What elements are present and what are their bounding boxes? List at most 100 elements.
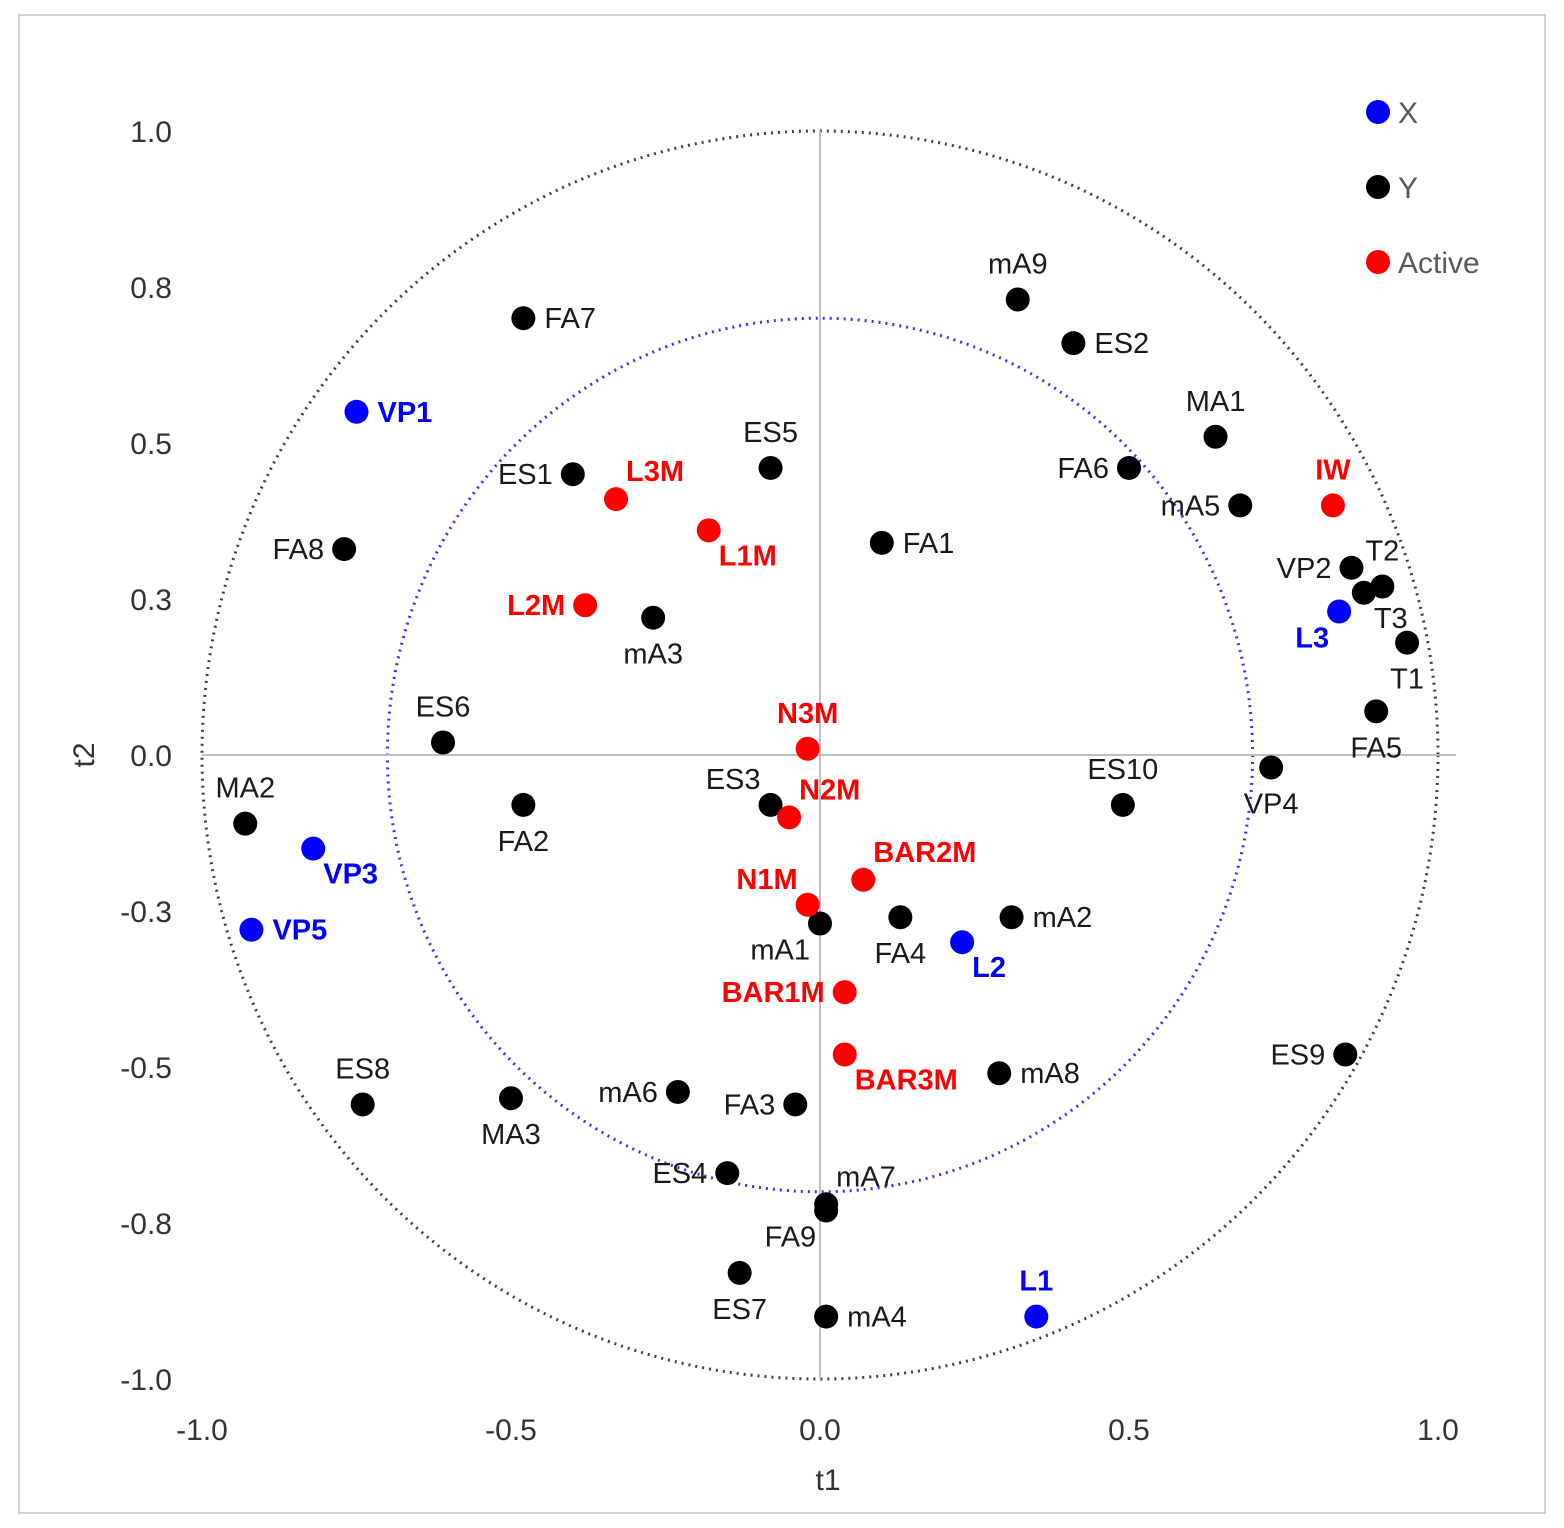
point-label-l2: L2 [972,952,1006,984]
y-axis-ticks: 1.0 0.8 0.5 0.3 0.0 -0.3 -0.5 -0.8 -1.0 [120,116,172,1397]
point-vp1 [344,399,369,424]
x-axis-title: t1 [815,1464,840,1497]
point-label-fa9: FA9 [765,1222,817,1254]
legend-marker-y [1366,175,1390,199]
point-iw [1320,493,1345,518]
point-vp4 [1259,755,1284,780]
y-tick-label: 0.5 [130,428,172,461]
point-label-ma3: mA3 [623,639,683,671]
point-vp5 [239,917,264,942]
point-ma9 [1005,287,1030,312]
point-l2m [573,593,598,618]
point-fa4 [888,905,913,930]
point-label-es7: ES7 [712,1294,767,1326]
point-label-l1: L1 [1019,1266,1053,1298]
point-label-es9: ES9 [1270,1040,1325,1072]
point-es8 [350,1092,375,1117]
y-tick-label: -1.0 [120,1364,172,1397]
point-label-l3: L3 [1295,622,1329,654]
y-tick-label: 0.8 [130,272,172,305]
point-label-fa6: FA6 [1057,453,1109,485]
y-tick-label: 0.0 [130,740,172,773]
point-label-fa2: FA2 [498,826,550,858]
x-tick-label: -1.0 [176,1414,228,1447]
point-ma1 [1203,424,1228,449]
point-label-n1m: N1M [736,864,797,896]
point-ma4 [814,1304,839,1329]
y-axis-title: t2 [68,742,101,767]
point-fa8 [332,537,357,562]
point-bar2m [851,867,876,892]
point-label-t3: T3 [1374,603,1408,635]
point-label-fa7: FA7 [544,303,596,335]
legend-label-x: X [1398,97,1418,130]
point-ma6 [665,1079,690,1104]
y-tick-label: -0.8 [120,1208,172,1241]
point-t2 [1370,574,1395,599]
point-label-t2: T2 [1365,536,1399,568]
point-ma2 [233,811,258,836]
point-label-fa1: FA1 [903,528,955,560]
point-label-bar2m: BAR2M [873,837,976,869]
point-label-ma1: MA1 [1186,386,1246,418]
x-tick-label: -0.5 [485,1414,537,1447]
y-tick-label: -0.3 [120,896,172,929]
point-es1 [560,462,585,487]
point-ma5 [1228,493,1253,518]
point-fa9 [814,1198,839,1223]
x-tick-label: 1.0 [1417,1414,1459,1447]
point-es10 [1110,792,1135,817]
point-es6 [431,730,456,755]
point-l3 [1327,599,1352,624]
point-label-fa4: FA4 [875,938,927,970]
point-es4 [715,1161,740,1186]
point-fa1 [869,530,894,555]
point-label-vp3: VP3 [323,859,378,891]
point-label-ma2: mA2 [1033,902,1093,934]
point-ma3 [499,1086,523,1111]
point-label-es4: ES4 [652,1158,707,1190]
point-es7 [727,1260,752,1285]
point-n1m [795,892,820,917]
point-fa6 [1117,455,1141,480]
point-l1m [696,518,721,543]
point-label-es1: ES1 [498,459,553,491]
point-label-fa3: FA3 [724,1089,776,1121]
chart-frame [18,14,1546,1514]
legend-label-y: Y [1398,172,1418,205]
point-vp3 [301,836,326,861]
point-bar1m [832,980,857,1005]
point-label-iw: IW [1315,454,1351,486]
point-label-ma1: mA1 [750,934,810,966]
point-fa2 [511,792,536,817]
point-ma2 [999,905,1024,930]
legend-marker-x [1366,100,1390,124]
point-label-es6: ES6 [416,692,471,724]
x-tick-label: 0.5 [1108,1414,1150,1447]
x-axis-ticks: -1.0 -0.5 0.0 0.5 1.0 [176,1414,1459,1447]
point-label-n3m: N3M [777,698,838,730]
legend-label-active: Active [1398,247,1480,280]
point-t1 [1395,630,1420,655]
point-ma3 [641,605,666,630]
legend-marker-active [1366,250,1390,274]
point-es5 [758,455,783,480]
point-label-ma3: MA3 [481,1119,541,1151]
y-tick-label: -0.5 [120,1052,172,1085]
y-tick-label: 0.3 [130,584,172,617]
point-label-ma4: mA4 [847,1302,907,1334]
point-es3 [758,792,783,817]
point-label-es8: ES8 [335,1053,390,1085]
point-label-ma5: mA5 [1161,490,1221,522]
point-label-vp2: VP2 [1277,553,1332,585]
point-label-es5: ES5 [743,417,798,449]
point-label-es10: ES10 [1087,754,1158,786]
point-ma8 [987,1061,1012,1086]
point-l3m [604,487,629,512]
point-label-bar3m: BAR3M [855,1065,958,1097]
point-label-ma7: mA7 [836,1161,896,1193]
x-tick-label: 0.0 [799,1414,841,1447]
point-fa7 [511,306,536,331]
point-label-l2m: L2M [507,590,565,622]
